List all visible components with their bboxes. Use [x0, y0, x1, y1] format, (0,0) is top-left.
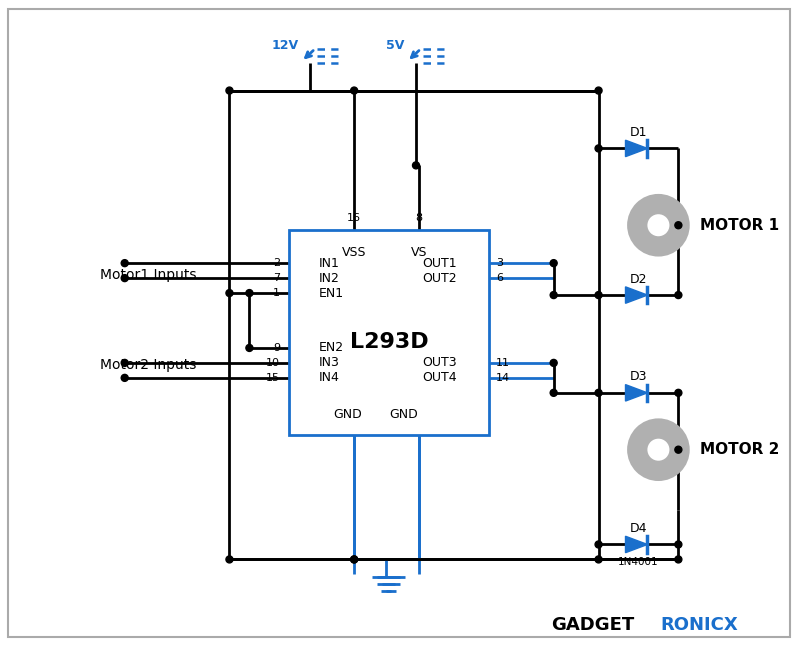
Circle shape: [350, 556, 358, 563]
Polygon shape: [626, 536, 647, 553]
Text: 9: 9: [274, 343, 280, 353]
Circle shape: [595, 390, 602, 397]
Text: 3: 3: [496, 258, 503, 268]
Circle shape: [675, 541, 682, 548]
Text: 10: 10: [266, 358, 280, 368]
Text: 16: 16: [347, 213, 361, 224]
Circle shape: [413, 162, 419, 169]
Circle shape: [649, 215, 668, 235]
Text: 1N4001: 1N4001: [618, 557, 658, 567]
Circle shape: [629, 420, 688, 479]
Text: EN1: EN1: [319, 287, 344, 300]
Text: 5V: 5V: [386, 39, 404, 52]
Text: L293D: L293D: [350, 333, 428, 353]
Text: IN2: IN2: [319, 271, 340, 285]
Text: RONICX: RONICX: [661, 616, 738, 634]
Text: 1: 1: [274, 288, 280, 298]
Text: OUT1: OUT1: [422, 256, 457, 269]
Bar: [290, 230, 489, 435]
Text: 12V: 12V: [271, 39, 298, 52]
Text: OUT3: OUT3: [422, 357, 457, 370]
Circle shape: [550, 260, 557, 267]
Circle shape: [246, 289, 253, 297]
Text: IN3: IN3: [319, 357, 340, 370]
Text: 14: 14: [496, 373, 510, 383]
Text: 15: 15: [266, 373, 280, 383]
Polygon shape: [626, 140, 647, 156]
Text: OUT2: OUT2: [422, 271, 457, 285]
Text: D1: D1: [630, 126, 647, 139]
Circle shape: [595, 291, 602, 298]
Text: OUT4: OUT4: [422, 371, 457, 384]
Text: VS: VS: [410, 245, 427, 258]
Text: D2: D2: [630, 273, 647, 286]
Text: 6: 6: [496, 273, 503, 283]
Circle shape: [122, 359, 128, 366]
Circle shape: [350, 556, 358, 563]
Circle shape: [350, 87, 358, 94]
Text: 2: 2: [274, 258, 280, 268]
Polygon shape: [626, 384, 647, 401]
Circle shape: [550, 390, 557, 397]
Text: GND: GND: [390, 408, 418, 421]
Text: D3: D3: [630, 370, 647, 383]
Circle shape: [122, 375, 128, 381]
Circle shape: [226, 289, 233, 297]
Circle shape: [675, 446, 682, 453]
Text: 8: 8: [415, 213, 422, 224]
Text: MOTOR 1: MOTOR 1: [700, 218, 779, 233]
Circle shape: [675, 222, 682, 229]
Circle shape: [122, 260, 128, 267]
Circle shape: [122, 275, 128, 282]
Circle shape: [649, 440, 668, 460]
Text: Motor2 Inputs: Motor2 Inputs: [100, 358, 196, 372]
Text: GND: GND: [333, 408, 362, 421]
Text: EN2: EN2: [319, 342, 344, 355]
Circle shape: [629, 195, 688, 255]
Circle shape: [246, 344, 253, 351]
Circle shape: [595, 145, 602, 152]
Circle shape: [550, 291, 557, 298]
Circle shape: [595, 556, 602, 563]
Text: IN1: IN1: [319, 256, 340, 269]
Circle shape: [595, 87, 602, 94]
Circle shape: [675, 556, 682, 563]
Text: GADGET: GADGET: [551, 616, 634, 634]
Circle shape: [675, 291, 682, 298]
Text: 11: 11: [496, 358, 510, 368]
Text: Motor1 Inputs: Motor1 Inputs: [100, 268, 196, 282]
Text: MOTOR 2: MOTOR 2: [700, 443, 780, 457]
Text: 7: 7: [274, 273, 280, 283]
Polygon shape: [626, 287, 647, 304]
Circle shape: [226, 87, 233, 94]
Circle shape: [675, 390, 682, 397]
Text: VSS: VSS: [342, 245, 366, 258]
Text: D4: D4: [630, 522, 647, 535]
Circle shape: [226, 556, 233, 563]
Circle shape: [550, 359, 557, 366]
Circle shape: [595, 541, 602, 548]
Text: IN4: IN4: [319, 371, 340, 384]
